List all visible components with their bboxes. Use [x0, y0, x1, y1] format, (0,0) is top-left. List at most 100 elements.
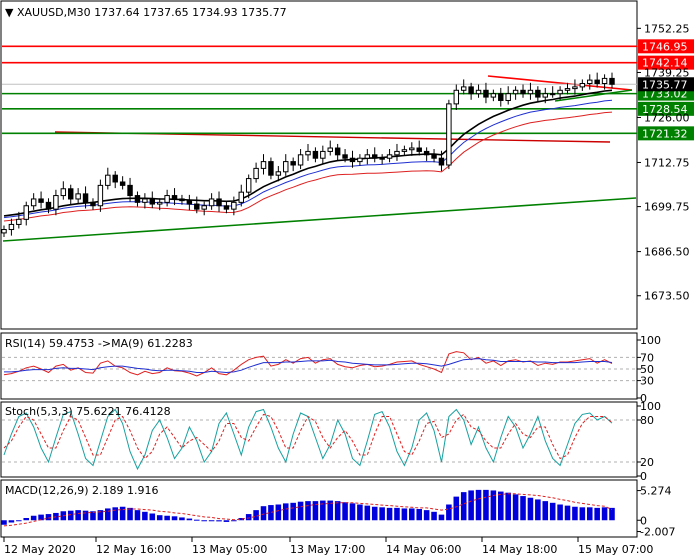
macd-bar — [275, 504, 282, 521]
macd-bar — [416, 509, 422, 521]
candle — [38, 191, 44, 209]
macd-bar — [179, 517, 185, 521]
macd-bar — [238, 518, 245, 521]
candle — [334, 143, 341, 161]
macd-bar — [201, 520, 207, 522]
candle — [483, 82, 489, 104]
axis-tick-label: 5.274 — [640, 485, 672, 498]
candle — [186, 194, 193, 211]
candle — [327, 140, 333, 156]
macd-bar — [82, 510, 89, 521]
macd-bar — [379, 507, 385, 521]
candle — [16, 211, 22, 229]
price-tick-label: 1726.00 — [644, 111, 690, 124]
candle — [119, 176, 126, 190]
candle — [342, 149, 348, 163]
candle — [90, 198, 96, 210]
candle — [30, 193, 37, 210]
candle — [542, 87, 548, 104]
macd-bar — [460, 492, 467, 521]
axis-tick-label: 20 — [640, 456, 654, 469]
low-value: 1734.93 — [192, 6, 238, 19]
macd-bar — [594, 507, 600, 521]
macd-bar — [394, 507, 400, 521]
axis-tick-label: 0 — [640, 514, 647, 527]
candle — [275, 166, 282, 182]
axis-tick-label: 100 — [640, 400, 661, 413]
macd-signal — [3, 493, 613, 527]
macd-bar — [186, 518, 193, 521]
axis-tick-label: -2.007 — [640, 526, 675, 539]
candle — [364, 149, 371, 165]
level-label: 1746.95 — [642, 40, 688, 53]
macd-bar — [112, 507, 118, 521]
candle — [401, 145, 408, 156]
time-tick-label: 15 May 07:00 — [578, 543, 653, 556]
candle — [549, 86, 556, 98]
macd-bar — [401, 508, 408, 521]
chart-header: ▼ XAUUSD,M30 1737.64 1737.65 1734.93 173… — [5, 6, 287, 19]
macd-bar — [342, 502, 348, 521]
candle — [68, 184, 74, 206]
candle — [260, 154, 267, 175]
macd-bar — [297, 501, 304, 521]
macd-bar — [90, 511, 96, 521]
candle — [409, 142, 415, 156]
ma-black-line — [3, 89, 613, 217]
candle — [520, 84, 526, 98]
macd-bar — [45, 514, 52, 521]
candle — [357, 154, 363, 166]
candle — [283, 154, 289, 176]
macd-bar — [119, 506, 126, 521]
triangle-upper-line — [487, 75, 633, 91]
macd-bar — [505, 492, 511, 521]
level-label-box — [638, 101, 694, 116]
candle — [460, 79, 467, 95]
candle — [97, 179, 104, 212]
candle — [394, 143, 400, 161]
candle — [320, 145, 326, 165]
macd-bar — [431, 511, 437, 521]
candle — [290, 157, 296, 172]
time-tick-label: 12 May 16:00 — [96, 543, 171, 556]
price-tick-label: 1673.50 — [644, 290, 690, 303]
candle — [156, 198, 163, 211]
axis-tick-label: 0 — [640, 470, 647, 483]
candle — [127, 177, 133, 202]
candle — [349, 150, 356, 168]
macd-bar — [520, 496, 526, 521]
time-tick-label: 14 May 18:00 — [482, 543, 557, 556]
candle — [386, 149, 393, 163]
axis-tick-label: 0 — [640, 392, 647, 405]
macd-bar — [320, 500, 326, 521]
macd-bar — [245, 514, 252, 521]
stoch-grid — [2, 419, 637, 463]
rsi-title: RSI(14) 59.4753 ->MA(9) 61.2283 — [5, 337, 193, 350]
macd-bar — [216, 520, 222, 522]
candle — [149, 191, 156, 209]
macd-bar — [23, 518, 30, 521]
macd-title: MACD(12,26,9) 2.189 1.916 — [5, 484, 159, 497]
macd-bar — [386, 507, 393, 521]
candle — [238, 184, 244, 207]
macd-bar — [527, 497, 534, 521]
candle — [416, 140, 422, 156]
candle — [223, 201, 230, 214]
macd-bar — [30, 515, 37, 521]
time-axis: 12 May 2020 12 May 16:00 13 May 05:00 13 Ma… — [3, 537, 653, 556]
macd-bar — [609, 507, 615, 521]
candle — [379, 154, 385, 165]
price-tick-label: 1712.75 — [644, 156, 690, 169]
candle — [82, 186, 89, 209]
price-tick-label: 1752.25 — [644, 22, 690, 35]
axis-tick-label: 50 — [640, 363, 654, 376]
macd-bar — [371, 506, 378, 521]
candle — [105, 167, 111, 190]
moving-averages — [3, 89, 613, 222]
macd-bar — [260, 506, 267, 521]
macd-bar — [564, 505, 571, 521]
macd-bar — [75, 510, 81, 521]
time-tick-label: 12 May 2020 — [4, 543, 76, 556]
